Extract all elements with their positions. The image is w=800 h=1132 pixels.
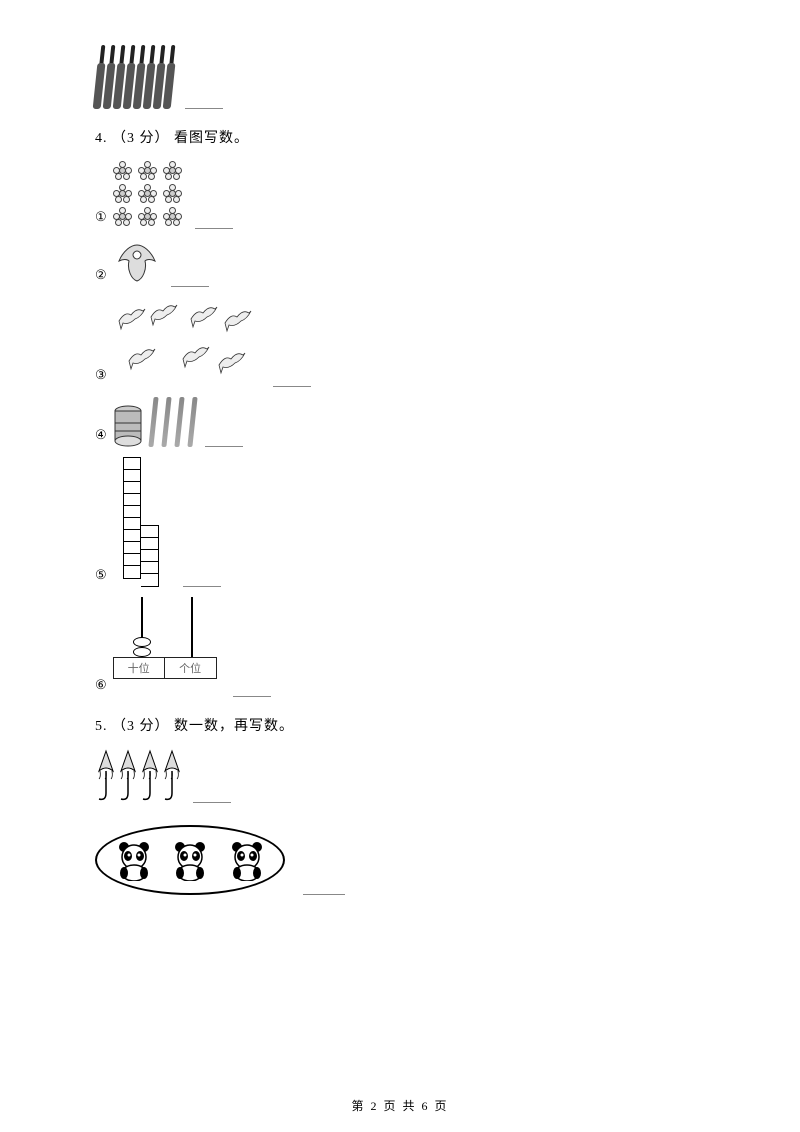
q5-number: 5. <box>95 719 108 734</box>
answer-blank[interactable] <box>183 575 221 587</box>
flower-icon <box>138 161 158 181</box>
abacus-rail-ones <box>191 597 193 657</box>
cranes-group <box>113 297 263 387</box>
marker-4: ④ <box>95 427 107 447</box>
answer-blank[interactable] <box>193 791 231 803</box>
q4-item-6: ⑥ 十位 个位 <box>95 597 705 697</box>
marker-1: ① <box>95 209 107 229</box>
q5-text: 数一数，再写数。 <box>174 719 294 734</box>
flower-icon <box>138 207 158 227</box>
answer-blank[interactable] <box>273 375 311 387</box>
q4-points: （3 分） <box>112 131 170 146</box>
eagle-icon <box>113 239 161 287</box>
q4-item-5: ⑤ <box>95 457 705 587</box>
umbrella-icon <box>95 749 117 803</box>
marker-3: ③ <box>95 367 107 387</box>
marker-2: ② <box>95 267 107 287</box>
answer-blank[interactable] <box>195 217 233 229</box>
block-column-tens <box>123 457 141 579</box>
answer-blank[interactable] <box>205 435 243 447</box>
crane-icon <box>187 299 221 329</box>
panda-icon <box>227 839 267 881</box>
block-stacks <box>113 457 173 587</box>
answer-blank[interactable] <box>171 275 209 287</box>
question-5-title: 5. （3 分） 数一数，再写数。 <box>95 715 705 735</box>
abacus-bead <box>133 637 151 647</box>
flower-icon <box>113 161 133 181</box>
q4-item-2: ② <box>95 239 705 287</box>
crane-icon <box>115 301 149 331</box>
stick-icon <box>161 397 171 447</box>
umbrella-icon <box>117 749 139 803</box>
answer-blank[interactable] <box>185 97 223 109</box>
question-4-title: 4. （3 分） 看图写数。 <box>95 127 705 147</box>
answer-blank[interactable] <box>303 883 345 895</box>
abacus-labels: 十位 个位 <box>113 657 217 679</box>
crane-icon <box>125 341 159 371</box>
umbrellas-group <box>95 749 183 803</box>
flower-icon <box>163 184 183 204</box>
bundle-row <box>113 397 195 447</box>
panda-icon <box>170 839 210 881</box>
flower-icon <box>113 207 133 227</box>
footer-text: 第 2 页 共 6 页 <box>351 1099 448 1113</box>
flower-icon <box>113 184 133 204</box>
crane-icon <box>215 345 249 375</box>
umbrella-icon <box>161 749 183 803</box>
marker-6: ⑥ <box>95 677 107 697</box>
crane-icon <box>179 339 213 369</box>
umbrella-icon <box>139 749 161 803</box>
q5-item-1 <box>95 749 705 803</box>
stick-icon <box>187 397 197 447</box>
abacus-ones-label: 个位 <box>165 657 217 679</box>
q4-number: 4. <box>95 131 108 146</box>
flower-icon <box>163 161 183 181</box>
crane-icon <box>221 303 255 333</box>
stick-bundle-icon <box>113 405 143 447</box>
flower-icon <box>163 207 183 227</box>
page-footer: 第 2 页 共 6 页 <box>0 1097 800 1114</box>
q5-item-2 <box>95 825 705 895</box>
q5-points: （3 分） <box>112 719 170 734</box>
top-brushes-row <box>95 45 705 109</box>
panda-icon <box>114 839 154 881</box>
stick-icon <box>148 397 158 447</box>
q4-item-1: ① <box>95 161 705 229</box>
q4-item-3: ③ <box>95 297 705 387</box>
abacus-tens-label: 十位 <box>113 657 165 679</box>
brushes-group <box>95 45 175 109</box>
flowers-grid <box>113 161 185 229</box>
crane-icon <box>147 297 181 327</box>
block-column-ones <box>141 525 159 587</box>
stick-icon <box>174 397 184 447</box>
abacus-icon: 十位 个位 <box>113 597 223 697</box>
abacus-bead <box>133 647 151 657</box>
marker-5: ⑤ <box>95 567 107 587</box>
answer-blank[interactable] <box>233 685 271 697</box>
q4-text: 看图写数。 <box>174 131 249 146</box>
pandas-oval <box>95 825 285 895</box>
flower-icon <box>138 184 158 204</box>
q4-item-4: ④ <box>95 397 705 447</box>
